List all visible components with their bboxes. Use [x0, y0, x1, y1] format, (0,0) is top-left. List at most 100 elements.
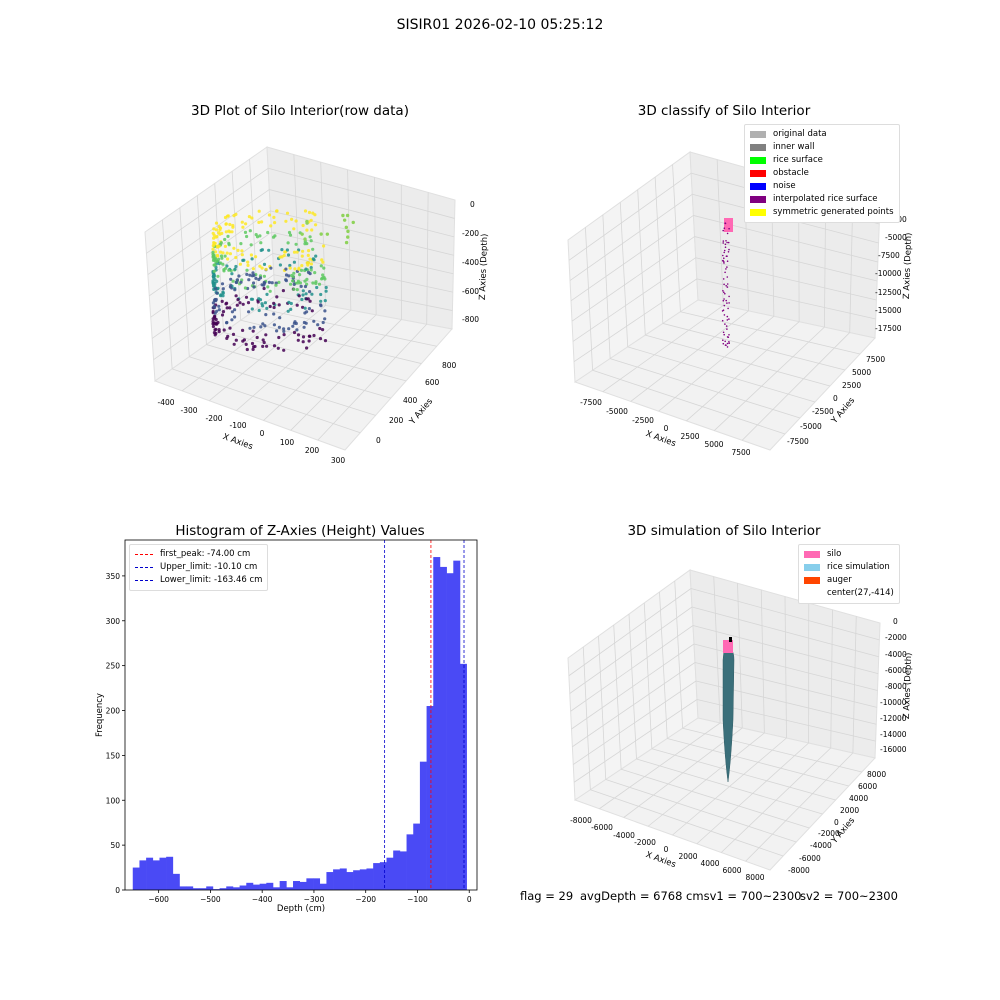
histogram-bar — [366, 868, 374, 890]
point-marker — [243, 286, 247, 290]
point-marker — [225, 214, 230, 218]
p2-xtick: 5000 — [704, 440, 723, 449]
point-marker — [237, 274, 241, 278]
gridline — [696, 742, 809, 845]
point-marker — [301, 223, 305, 228]
p2-xtick: -2500 — [632, 416, 654, 425]
point-marker — [248, 326, 252, 330]
point-marker — [258, 276, 263, 280]
point-marker — [226, 334, 230, 338]
point-marker — [264, 313, 268, 317]
point-marker — [724, 271, 726, 274]
point-marker — [282, 333, 286, 337]
gridline — [189, 356, 376, 416]
p1-ztick: 0 — [470, 200, 475, 209]
point-marker — [272, 305, 276, 310]
point-marker — [726, 286, 729, 288]
point-marker — [294, 242, 298, 246]
point-marker — [217, 330, 221, 334]
gridline — [686, 321, 800, 422]
point-marker — [323, 339, 328, 343]
p3-ytick: 4000 — [849, 794, 868, 803]
point-marker — [321, 260, 325, 264]
legend-label: interpolated rice surface — [773, 194, 878, 204]
point-marker — [273, 234, 277, 238]
point-marker — [322, 244, 326, 248]
point-marker — [264, 267, 268, 271]
gridline — [572, 257, 696, 342]
histogram-bar — [199, 888, 207, 890]
p3-ytick: 2000 — [840, 806, 859, 815]
legend-item-original-data: original data — [750, 128, 894, 141]
point-marker — [214, 265, 218, 269]
panel1-point-cloud — [211, 209, 355, 352]
point-marker — [301, 305, 305, 309]
p2-ztick: -15000 — [875, 306, 902, 315]
point-marker — [728, 248, 730, 251]
p2-ztick: -5000 — [885, 233, 907, 242]
x-tick-label: −600 — [148, 895, 169, 904]
point-marker — [236, 248, 240, 252]
p2-ztick: -12500 — [875, 288, 902, 297]
gridline — [672, 164, 681, 312]
point-marker — [247, 215, 251, 219]
legend-item-upper-limit: Upper_limit: -10.10 cm — [135, 561, 262, 574]
point-marker — [301, 249, 305, 253]
point-marker — [728, 295, 730, 298]
point-marker — [219, 261, 223, 265]
gridline — [643, 602, 653, 749]
gridline — [716, 159, 724, 306]
x-tick-label: −400 — [252, 895, 273, 904]
p1-xtick: 0 — [260, 429, 265, 438]
point-marker — [266, 230, 270, 235]
point-marker — [250, 257, 254, 261]
point-marker — [726, 260, 729, 263]
point-marker — [722, 290, 724, 292]
p2-ytick: 7500 — [866, 355, 885, 364]
p2-ytick: -7500 — [787, 437, 809, 446]
legend-item-rice-simulation: rice simulation — [804, 561, 894, 574]
point-marker — [277, 303, 281, 307]
p3-ztick: -2000 — [885, 633, 907, 642]
point-marker — [296, 279, 300, 283]
point-marker — [228, 285, 232, 289]
point-marker — [284, 278, 288, 282]
point-marker — [272, 215, 276, 219]
point-marker — [723, 262, 725, 264]
point-marker — [261, 322, 265, 326]
gridline — [680, 311, 861, 355]
point-marker — [251, 271, 255, 275]
panel2-x-ticks: -7500 -5000 -2500 0 2500 5000 7500 — [580, 398, 751, 457]
point-marker — [311, 281, 315, 285]
p2-ztick: -10000 — [875, 269, 902, 278]
point-marker — [248, 229, 252, 233]
histogram-bar — [152, 860, 160, 890]
p3-ztick: -4000 — [885, 650, 907, 659]
point-marker — [225, 306, 229, 310]
histogram-bar — [439, 566, 447, 890]
point-marker — [316, 323, 320, 327]
legend-swatch — [750, 209, 766, 216]
legend-label: rice simulation — [827, 562, 890, 572]
point-marker — [230, 272, 234, 276]
point-marker — [314, 254, 318, 258]
point-marker — [235, 278, 239, 282]
point-marker — [291, 324, 295, 328]
point-marker — [217, 244, 221, 248]
point-marker — [260, 220, 264, 224]
point-marker — [284, 219, 288, 223]
legend-item-silo: silo — [804, 548, 894, 561]
p3-ztick: -16000 — [880, 745, 907, 754]
p3-ytick: -4000 — [810, 841, 832, 850]
point-marker — [295, 288, 299, 292]
point-marker — [218, 228, 222, 232]
point-marker — [307, 210, 312, 215]
gridline — [573, 699, 698, 783]
legend-line-swatch — [135, 580, 153, 581]
point-marker — [321, 273, 325, 277]
point-marker — [249, 243, 253, 247]
point-marker — [289, 307, 293, 311]
point-marker — [267, 213, 271, 217]
histogram-bar — [239, 885, 247, 890]
